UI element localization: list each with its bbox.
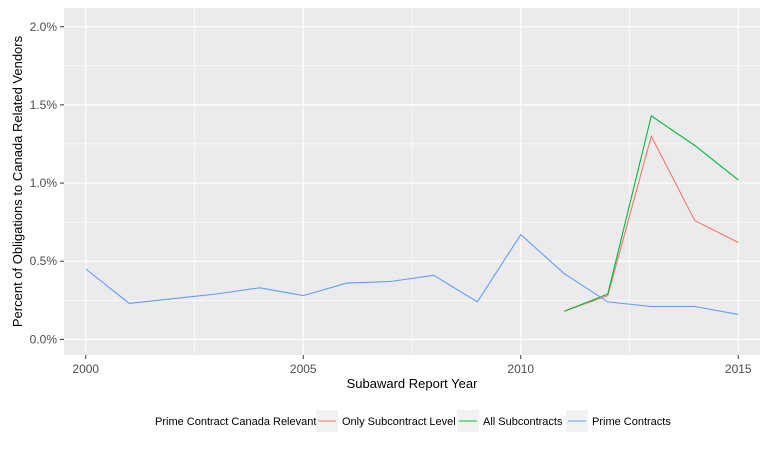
x-tick-label: 2010	[507, 362, 534, 376]
legend-label: Prime Contracts	[592, 416, 671, 428]
x-tick-label: 2005	[290, 362, 317, 376]
y-axis: 0.0% 0.5% 1.0% 1.5% 2.0%	[30, 20, 64, 346]
y-tick-label: 0.5%	[30, 254, 58, 268]
legend-label: All Subcontracts	[483, 416, 563, 428]
major-gridlines	[64, 8, 760, 355]
legend-label: Only Subcontract Level	[342, 416, 456, 428]
series-lines	[85, 114, 739, 315]
x-tick-label: 2000	[72, 362, 99, 376]
x-axis: 2000 2005 2010 2015	[72, 355, 752, 376]
y-axis-title: Percent of Obligations to Canada Related…	[10, 35, 25, 327]
y-tick-label: 1.5%	[30, 98, 58, 112]
y-tick-label: 1.0%	[30, 176, 58, 190]
legend-title: Prime Contract Canada Relevant	[155, 416, 316, 428]
series-line-only-subcontract-level	[564, 134, 739, 312]
y-tick-label: 0.0%	[30, 332, 58, 346]
x-axis-title: Subaward Report Year	[347, 376, 478, 391]
y-tick-label: 2.0%	[30, 20, 58, 34]
series-line-prime-contracts	[85, 233, 739, 315]
legend: Prime Contract Canada Relevant Only Subc…	[155, 410, 671, 432]
x-tick-label: 2015	[725, 362, 752, 376]
series-line-all-subcontracts	[564, 114, 739, 312]
